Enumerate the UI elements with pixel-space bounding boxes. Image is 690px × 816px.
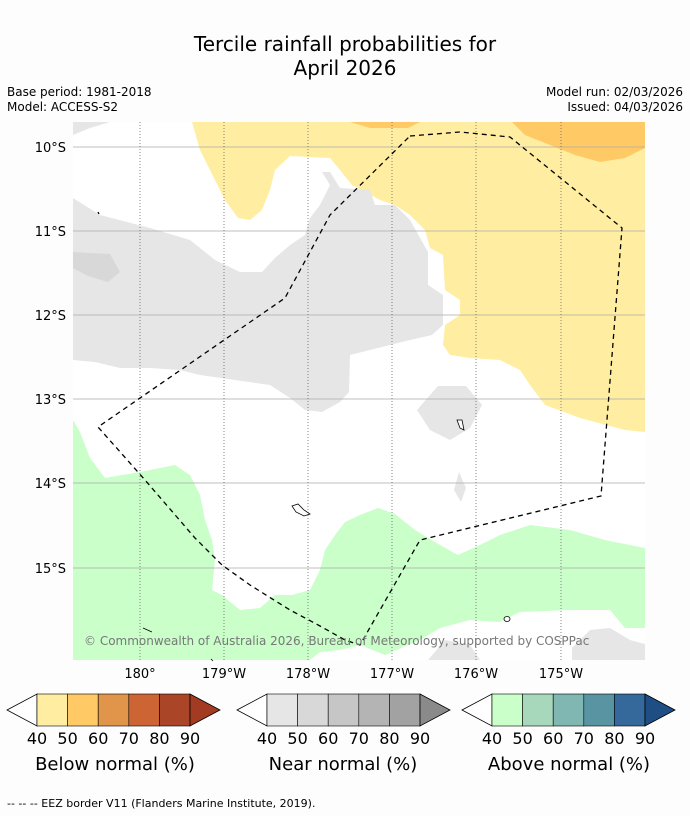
colorbar-tick: 50	[512, 729, 532, 748]
colorbar-tick: 50	[287, 729, 307, 748]
colorbar-tick: 60	[318, 729, 338, 748]
lon-label: 175°W	[539, 667, 583, 682]
near-normal-40-island	[417, 386, 482, 440]
title-line-1: Tercile rainfall probabilities for	[193, 32, 497, 56]
colorbar-swatch	[97, 693, 130, 727]
colorbar-over-arrow	[644, 693, 676, 727]
colorbar-swatch	[583, 693, 615, 727]
colorbar-under-arrow	[236, 693, 268, 727]
colorbar-swatch	[389, 693, 421, 727]
reef-west	[142, 627, 153, 633]
lon-label: 177°W	[370, 667, 414, 682]
near-normal-40-region	[73, 172, 443, 412]
colorbar-under-arrow	[461, 693, 493, 727]
colorbar-tick: 90	[410, 729, 430, 748]
island-futuna	[503, 616, 511, 622]
near-normal-50-patch	[73, 252, 120, 282]
legend-label-below: Below normal (%)	[35, 754, 195, 775]
colorbar-swatch	[36, 693, 68, 727]
colorbar-swatch	[327, 693, 360, 727]
colorbar-swatch	[614, 693, 646, 727]
lat-label: 10°S	[35, 141, 66, 156]
colorbar-over-arrow	[419, 693, 451, 727]
legend-label-near: Near normal (%)	[268, 754, 418, 775]
above-normal-40-region	[73, 420, 645, 660]
lon-label: 178°W	[286, 667, 330, 682]
colorbar-tick: 70	[349, 729, 369, 748]
colorbar-tick: 50	[57, 729, 77, 748]
reef-south	[210, 658, 214, 662]
colorbar-tick: 70	[574, 729, 594, 748]
colorbar-swatch	[552, 693, 585, 727]
lon-label: 180°	[124, 667, 155, 682]
latitude-labels: 10°S 11°S 12°S 13°S 14°S 15°S	[35, 141, 66, 577]
near-normal-40-corner-sw	[428, 640, 480, 660]
colorbar-swatch	[358, 693, 390, 727]
colorbar-tick: 80	[604, 729, 624, 748]
lat-label: 11°S	[35, 225, 66, 240]
footnote: -- -- -- EEZ border V11 (Flanders Marine…	[7, 797, 316, 810]
copyright-text: © Commonwealth of Australia 2026, Bureau…	[84, 634, 589, 648]
lat-label: 15°S	[35, 562, 66, 577]
below-normal-50-region-east	[512, 122, 645, 162]
base-period: Base period: 1981-2018	[7, 85, 152, 99]
island-rotuma	[456, 419, 465, 431]
lon-label: 176°W	[454, 667, 498, 682]
lat-label: 14°S	[35, 477, 66, 492]
colorbar-over-arrow	[189, 693, 221, 727]
colorbar-tick: 60	[88, 729, 108, 748]
lon-label: 179°W	[202, 667, 246, 682]
colorbar-swatch	[159, 693, 191, 727]
colorbar-tick: 60	[543, 729, 563, 748]
below-normal-40-region	[192, 122, 645, 432]
issued-date: Issued: 04/03/2026	[567, 100, 683, 114]
longitude-labels: 180° 179°W 178°W 177°W 176°W 175°W	[124, 667, 583, 682]
colorbar-tick: 90	[635, 729, 655, 748]
near-normal-40-sliver	[454, 472, 466, 502]
colorbar-swatch	[266, 693, 298, 727]
meta-right: Model run: 02/03/2026 Issued: 04/03/2026	[546, 85, 683, 115]
model-name: Model: ACCESS-S2	[7, 100, 119, 114]
colorbar-1: 40 50 60 70 80 90	[236, 693, 451, 748]
legend-label-above: Above normal (%)	[487, 754, 651, 775]
colorbar-swatch	[522, 693, 554, 727]
graticule	[73, 122, 645, 660]
colorbar-swatch	[128, 693, 160, 727]
meta-left: Base period: 1981-2018 Model: ACCESS-S2	[7, 85, 152, 115]
colorbar-tick: 40	[482, 729, 502, 748]
lat-label: 12°S	[35, 309, 66, 324]
colorbar-tick: 40	[27, 729, 47, 748]
colorbar-2: 40 50 60 70 80 90	[461, 693, 676, 748]
colorbar-0: 40 50 60 70 80 90	[6, 693, 221, 748]
model-run: Model run: 02/03/2026	[545, 85, 683, 99]
colorbar-tick: 40	[257, 729, 277, 748]
lat-label: 13°S	[35, 393, 66, 408]
colorbar-swatch	[67, 693, 99, 727]
near-normal-40-topleft	[73, 122, 110, 135]
colorbar-tick: 70	[119, 729, 139, 748]
colorbar-swatch	[491, 693, 523, 727]
colorbar-tick: 80	[379, 729, 399, 748]
title-line-2: April 2026	[293, 56, 397, 80]
below-normal-50-region	[350, 122, 420, 128]
island-wallis	[291, 503, 311, 517]
eez-border	[97, 131, 623, 646]
colorbar-swatch	[297, 693, 329, 727]
colorbar-tick: 80	[149, 729, 169, 748]
near-normal-40-corner-se	[572, 628, 645, 660]
chart-title: Tercile rainfall probabilities for April…	[0, 32, 690, 80]
map-area	[73, 122, 645, 660]
legends: 40 50 60 70 80 90 40 50 60 70 80 90 40 50 60 70 80 90	[6, 693, 676, 748]
colorbar-under-arrow	[6, 693, 38, 727]
colorbar-tick: 90	[180, 729, 200, 748]
